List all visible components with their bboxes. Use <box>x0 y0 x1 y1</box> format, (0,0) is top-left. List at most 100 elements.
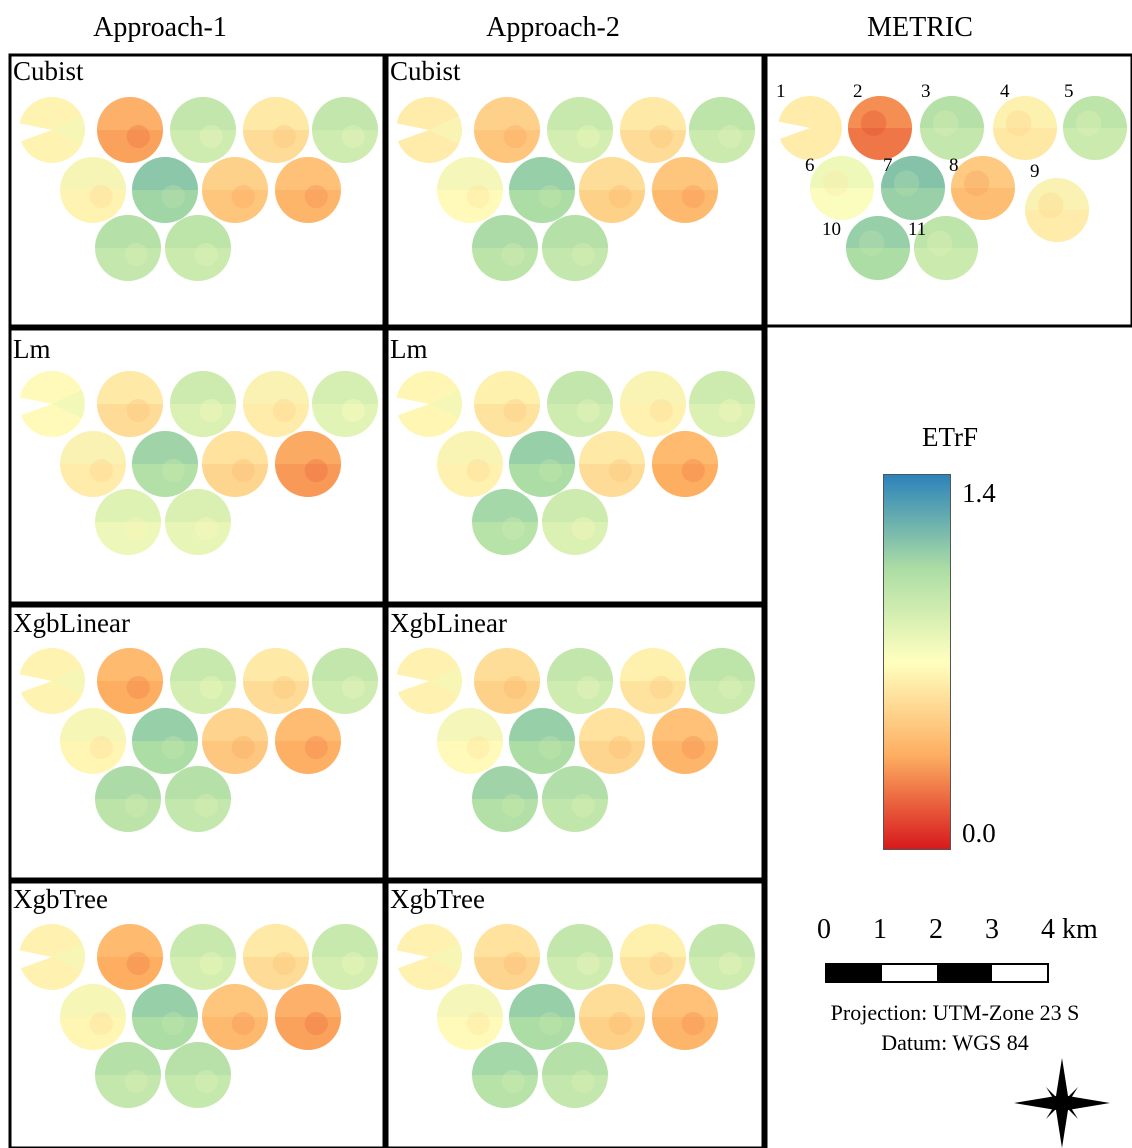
lm-approach-1-field-10 <box>95 489 161 555</box>
lm-approach-2-field-5 <box>689 371 755 437</box>
xgblinear-approach-1-field-1 <box>19 647 86 714</box>
xgblinear-approach-2-field-8 <box>579 708 645 774</box>
xgbtree-approach-2-field-8 <box>579 984 645 1050</box>
xgbtree-approach-2-field-2 <box>474 924 540 990</box>
lm-approach-1-field-11 <box>165 489 231 555</box>
map-panel-frame <box>8 327 386 605</box>
lm-approach-1-field-5 <box>312 371 378 437</box>
panel-label-xgbtree-approach-2: XgbTree <box>390 884 486 914</box>
xgbtree-approach-1-field-8 <box>202 984 268 1050</box>
field-number-7: 7 <box>883 155 893 176</box>
map-panel-frame <box>385 53 765 328</box>
lm-approach-1-field-1 <box>19 370 86 437</box>
field-number-6: 6 <box>805 155 815 176</box>
xgbtree-approach-2-field-6 <box>437 984 503 1050</box>
map-panel-frame <box>8 604 386 881</box>
xgblinear-approach-2-field-6 <box>437 708 503 774</box>
xgbtree-approach-2-field-4 <box>620 924 686 990</box>
projection-text: Projection: UTM-Zone 23 S <box>830 1000 1080 1025</box>
xgblinear-approach-2-field-7 <box>509 708 575 774</box>
panel-label-xgbtree-approach-1: XgbTree <box>13 884 109 914</box>
xgblinear-approach-2-field-4 <box>620 648 686 714</box>
scale-label-3: 3 <box>985 914 999 945</box>
lm-approach-2-field-10 <box>472 489 538 555</box>
field-number-11: 11 <box>908 219 927 240</box>
lm-approach-2-field-8 <box>579 431 645 497</box>
cubist-approach-1-field-9 <box>275 157 341 223</box>
xgblinear-approach-2-field-10 <box>472 766 538 832</box>
metric-field-8 <box>951 156 1015 220</box>
cubist-approach-1-field-4 <box>243 97 309 163</box>
field-number-1: 1 <box>776 81 786 102</box>
map-panel-frame <box>385 327 765 605</box>
metric-field-5 <box>1063 96 1127 160</box>
xgbtree-approach-1-field-1 <box>19 923 86 990</box>
xgblinear-approach-2-field-1 <box>396 647 463 714</box>
metric-field-3 <box>920 96 984 160</box>
lm-approach-2-field-1 <box>396 370 463 437</box>
lm-approach-2-field-4 <box>620 371 686 437</box>
field-number-3: 3 <box>921 81 931 102</box>
panel-label-cubist-approach-1: Cubist <box>13 56 84 86</box>
lm-approach-1-field-7 <box>132 431 198 497</box>
legend-title: ETrF <box>921 422 979 452</box>
cubist-approach-2-field-8 <box>579 157 645 223</box>
field-number-10: 10 <box>822 219 841 240</box>
cubist-approach-1-field-3 <box>170 97 236 163</box>
xgbtree-approach-1-field-5 <box>312 924 378 990</box>
xgblinear-approach-1-field-9 <box>275 708 341 774</box>
cubist-approach-2-field-11 <box>542 215 608 281</box>
cubist-approach-1-field-6 <box>60 157 126 223</box>
xgbtree-approach-2-field-11 <box>542 1042 608 1108</box>
xgblinear-approach-1-field-4 <box>243 648 309 714</box>
xgbtree-approach-1-field-11 <box>165 1042 231 1108</box>
lm-approach-1-field-3 <box>170 371 236 437</box>
xgblinear-approach-2-field-11 <box>542 766 608 832</box>
column-title-approach-2: Approach-2 <box>486 12 620 43</box>
metric-field-1 <box>778 95 843 160</box>
datum-text: Datum: WGS 84 <box>881 1030 1029 1055</box>
xgbtree-approach-1-field-2 <box>97 924 163 990</box>
xgbtree-approach-2-field-7 <box>509 984 575 1050</box>
lm-approach-2-field-3 <box>547 371 613 437</box>
cubist-approach-2-field-9 <box>652 157 718 223</box>
scale-bar-segment <box>882 965 937 981</box>
panel-label-lm-approach-1: Lm <box>13 334 51 364</box>
scale-label-1: 1 <box>873 914 887 945</box>
xgbtree-approach-1-field-9 <box>275 984 341 1050</box>
cubist-approach-2-field-5 <box>689 97 755 163</box>
xgbtree-approach-1-field-4 <box>243 924 309 990</box>
lm-approach-2-field-2 <box>474 371 540 437</box>
panel-label-xgblinear-approach-1: XgbLinear <box>13 608 130 638</box>
metric-field-7 <box>881 156 945 220</box>
cubist-approach-1-field-2 <box>97 97 163 163</box>
cubist-approach-1-field-8 <box>202 157 268 223</box>
cubist-approach-2-field-10 <box>472 215 538 281</box>
cubist-approach-2-field-3 <box>547 97 613 163</box>
lm-approach-1-field-2 <box>97 371 163 437</box>
xgblinear-approach-1-field-5 <box>312 648 378 714</box>
legend-color-ramp <box>883 474 951 850</box>
field-number-8: 8 <box>949 155 959 176</box>
lm-approach-2-field-7 <box>509 431 575 497</box>
metric-field-2 <box>848 96 912 160</box>
xgbtree-approach-2-field-5 <box>689 924 755 990</box>
cubist-approach-1-field-7 <box>132 157 198 223</box>
scale-label-0: 0 <box>817 914 831 945</box>
metric-field-6 <box>810 156 874 220</box>
metric-field-4 <box>993 96 1057 160</box>
cubist-approach-2-field-6 <box>437 157 503 223</box>
xgblinear-approach-1-field-6 <box>60 708 126 774</box>
xgblinear-approach-1-field-7 <box>132 708 198 774</box>
column-title-metric: METRIC <box>867 12 973 43</box>
lm-approach-1-field-6 <box>60 431 126 497</box>
xgblinear-approach-1-field-11 <box>165 766 231 832</box>
xgblinear-approach-1-field-2 <box>97 648 163 714</box>
xgblinear-approach-2-field-5 <box>689 648 755 714</box>
panel-label-lm-approach-2: Lm <box>390 334 428 364</box>
xgblinear-approach-2-field-3 <box>547 648 613 714</box>
scale-bar-segment <box>992 965 1047 981</box>
panel-label-cubist-approach-2: Cubist <box>390 56 461 86</box>
cubist-approach-1-field-5 <box>312 97 378 163</box>
